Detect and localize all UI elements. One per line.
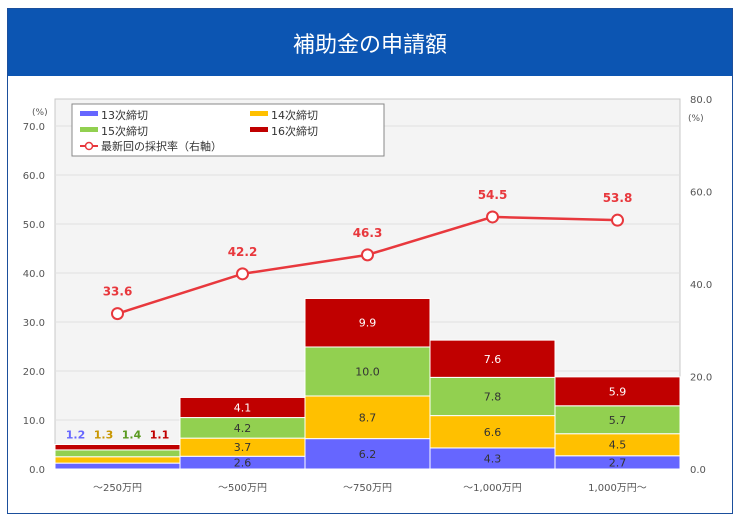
y-right-tick: 0.0 — [690, 465, 706, 476]
bar-segment — [54, 456, 181, 464]
legend-swatch — [250, 111, 268, 116]
legend-label: 14次締切 — [271, 108, 318, 122]
legend — [71, 103, 385, 157]
bar-segment — [429, 339, 556, 378]
rate-point — [111, 307, 124, 321]
bar-label: 1.4 — [122, 429, 142, 442]
y-left-tick: 70.0 — [23, 122, 45, 133]
y-left-tick: 40.0 — [23, 269, 45, 280]
y-left-tick: 0.0 — [29, 465, 45, 476]
x-tick-label: ～1,000万円 — [463, 483, 522, 494]
bar-segment — [304, 438, 431, 470]
bar-label: 7.6 — [484, 353, 502, 366]
bar-label: 7.8 — [484, 390, 502, 403]
bar-segment — [554, 405, 681, 435]
bar-label: 9.9 — [359, 317, 377, 330]
bar-label: 4.3 — [484, 452, 502, 465]
bar-label: 5.7 — [609, 414, 627, 427]
x-tick-label: ～250万円 — [93, 483, 142, 494]
bar-label: 1.3 — [94, 429, 114, 442]
legend-swatch — [80, 111, 98, 116]
x-tick-label: 1,000万円～ — [588, 483, 647, 494]
rate-point — [236, 267, 249, 281]
chart-title: 補助金の申請額 — [8, 9, 732, 76]
bar-segment — [304, 346, 431, 397]
bar-label: 6.2 — [359, 448, 377, 461]
y-left-unit: (%) — [32, 108, 48, 118]
x-tick-label: ～750万円 — [343, 483, 392, 494]
bar-label: 2.7 — [609, 456, 627, 469]
rate-label: 42.2 — [228, 245, 258, 259]
bar-segment — [54, 462, 181, 470]
bar-label: 4.2 — [234, 422, 252, 435]
bar-label: 10.0 — [355, 365, 380, 378]
y-left-tick: 50.0 — [23, 220, 45, 231]
bar-segment — [54, 444, 181, 451]
legend-line-marker — [84, 141, 94, 151]
bar-label: 6.6 — [484, 426, 502, 439]
legend-label: 16次締切 — [271, 124, 318, 138]
legend-swatch — [80, 127, 98, 132]
bar-segment — [304, 297, 431, 348]
rate-point — [486, 210, 499, 224]
bar-segment — [304, 395, 431, 440]
legend-label: 15次締切 — [101, 124, 148, 138]
bar-label: 2.6 — [234, 457, 252, 470]
y-right-tick: 40.0 — [690, 280, 712, 291]
y-right-tick: 60.0 — [690, 188, 712, 199]
y-right-tick: 80.0 — [690, 95, 712, 106]
y-left-tick: 30.0 — [23, 318, 45, 329]
bar-label: 5.9 — [609, 385, 627, 398]
x-tick-label: ～500万円 — [218, 483, 267, 494]
rate-label: 33.6 — [103, 285, 133, 299]
bar-label: 1.1 — [150, 429, 170, 442]
bar-label: 3.7 — [234, 441, 252, 454]
y-left-tick: 10.0 — [23, 416, 45, 427]
rate-point — [611, 213, 624, 227]
legend-label: 13次締切 — [101, 108, 148, 122]
bar-segment — [54, 449, 181, 458]
y-left-tick: 60.0 — [23, 171, 45, 182]
bar-label: 8.7 — [359, 411, 377, 424]
bar-label: 1.2 — [66, 429, 86, 442]
bar-label: 4.1 — [234, 402, 252, 415]
rate-label: 46.3 — [353, 226, 383, 240]
rate-point — [361, 248, 374, 262]
legend-swatch — [250, 127, 268, 132]
legend-label: 最新回の採択率（右軸） — [101, 139, 222, 153]
bar-segment — [429, 415, 556, 449]
y-right-tick: 20.0 — [690, 373, 712, 384]
y-right-unit: (%) — [688, 114, 704, 124]
bar-segment — [554, 376, 681, 407]
rate-label: 54.5 — [478, 188, 508, 202]
rate-label: 53.8 — [603, 191, 633, 205]
y-left-tick: 20.0 — [23, 367, 45, 378]
bar-label: 4.5 — [609, 439, 627, 452]
chart-frame: 補助金の申請額 — [7, 8, 733, 514]
